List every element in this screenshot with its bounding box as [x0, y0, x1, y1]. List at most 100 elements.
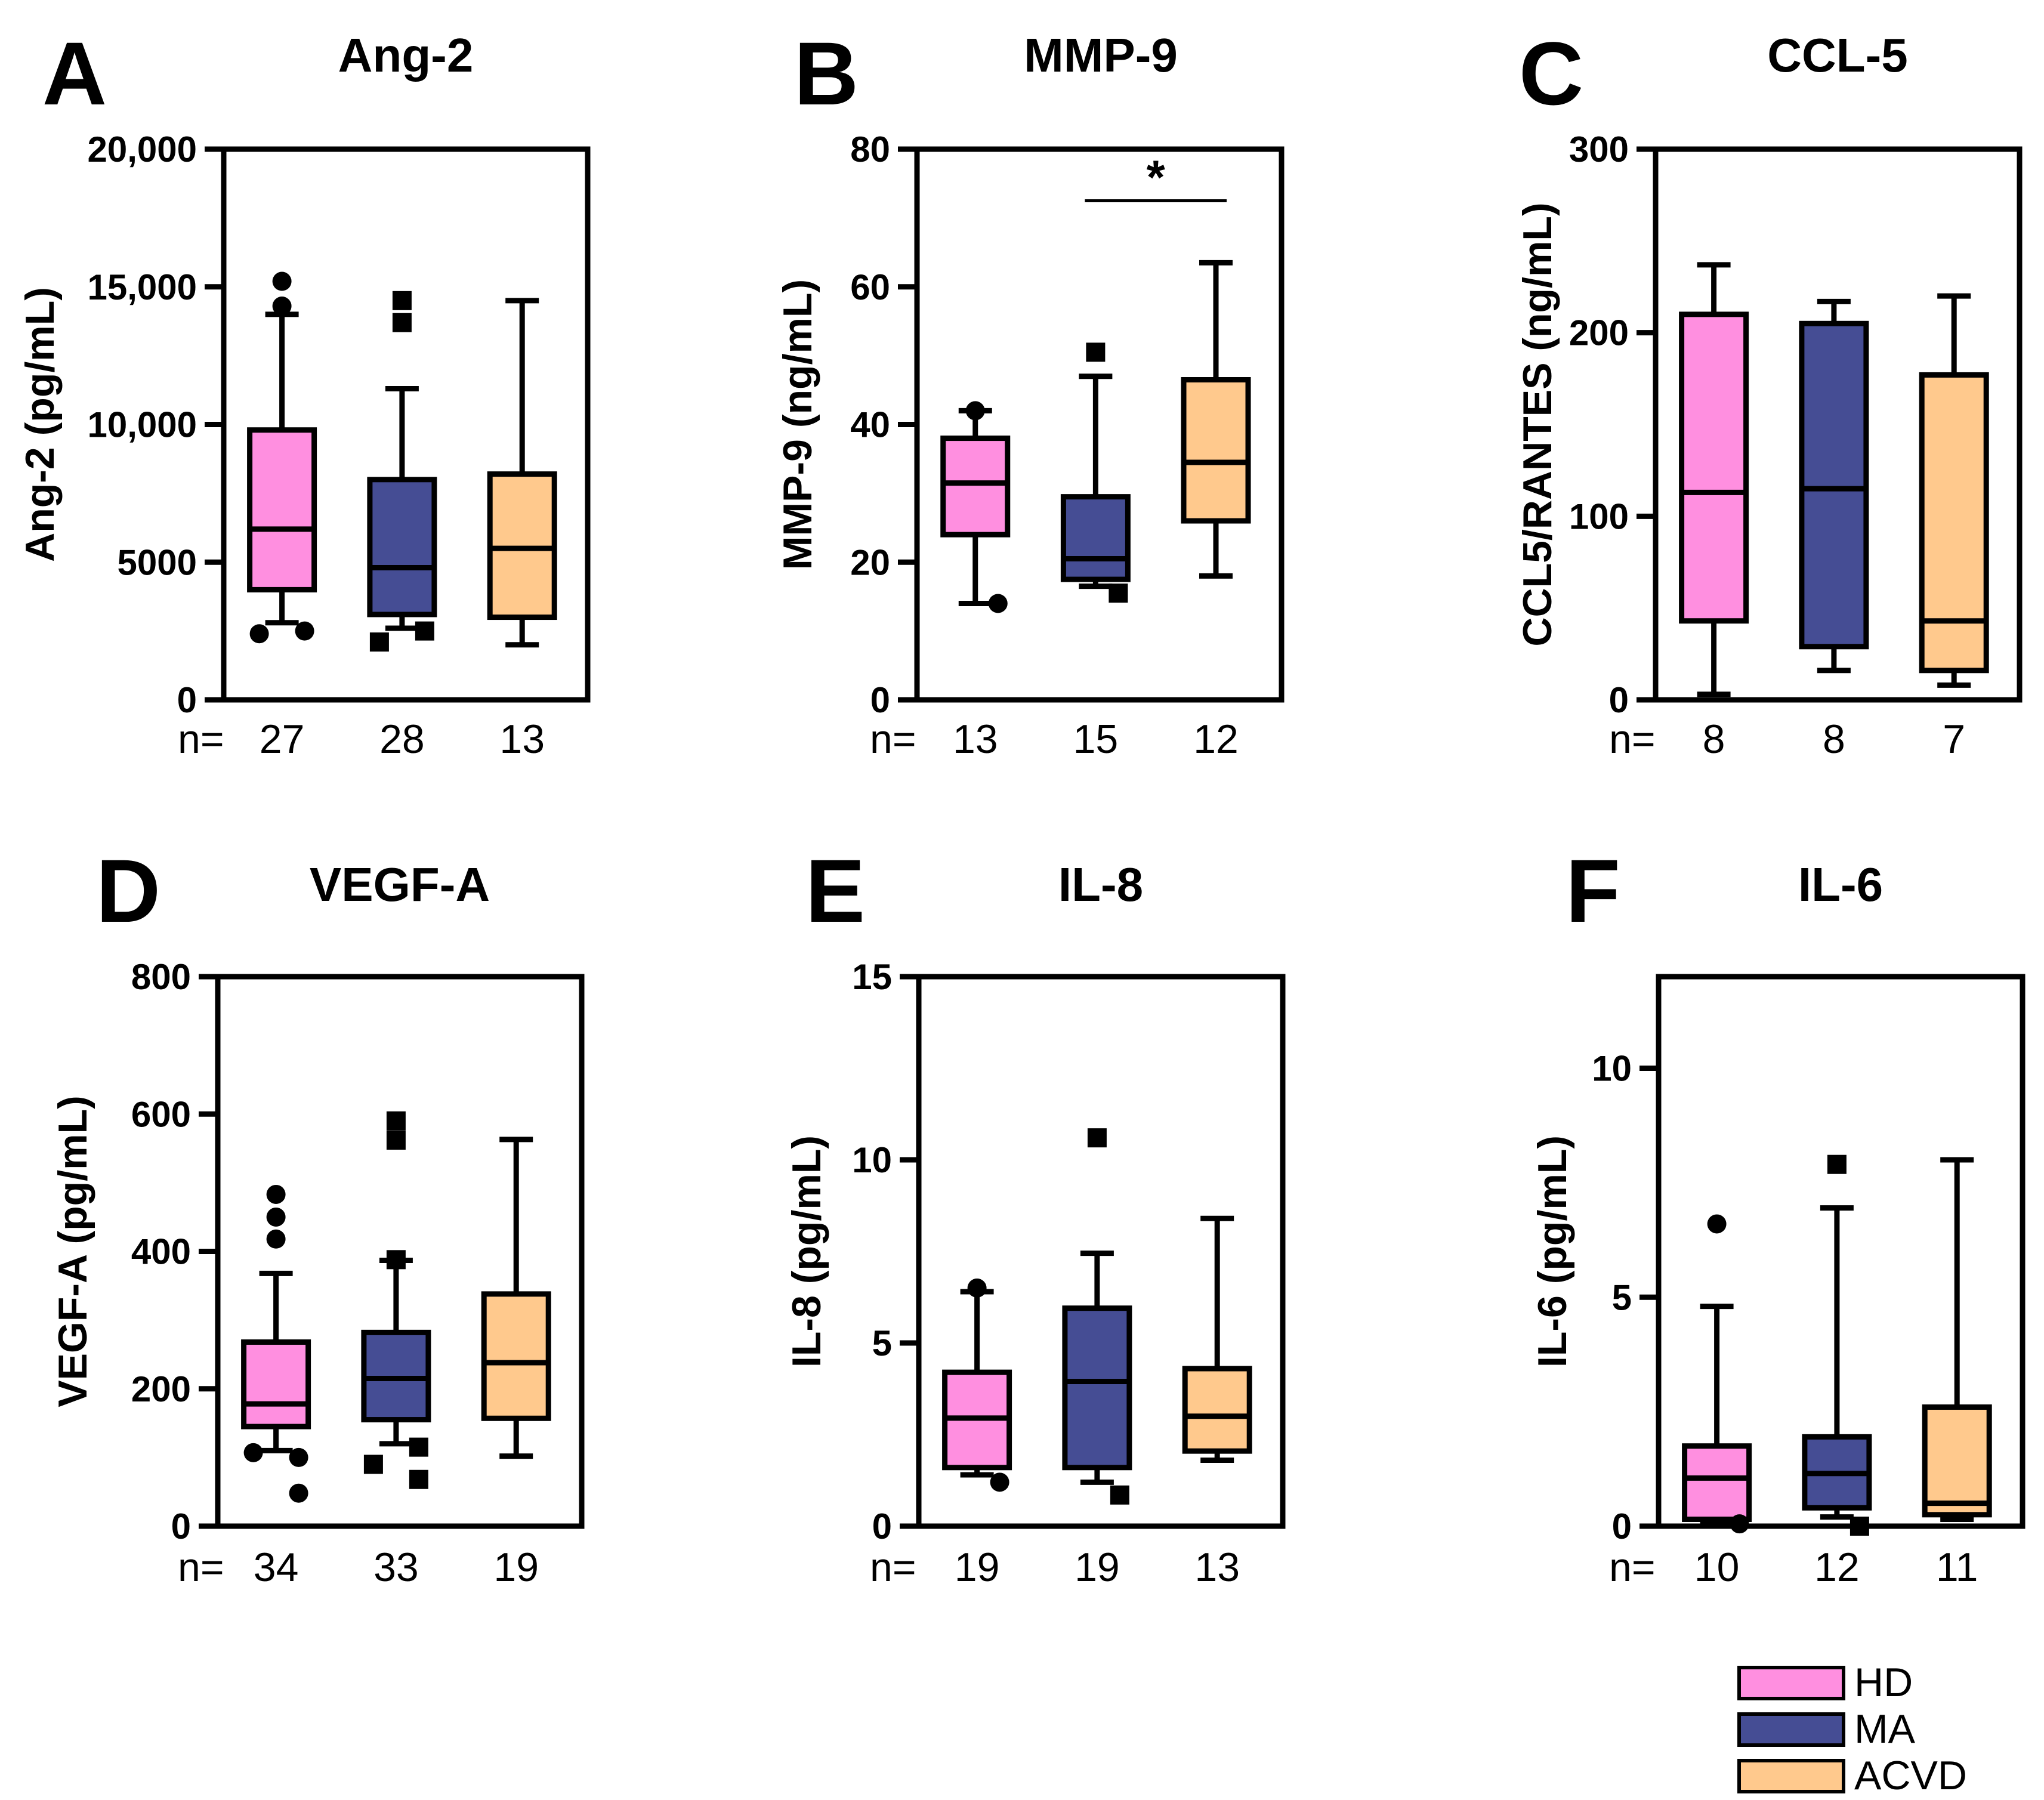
n-prefix: n=	[178, 717, 224, 762]
n-count: 28	[379, 717, 425, 762]
outlier-point	[409, 1469, 428, 1489]
outlier-point	[249, 624, 269, 644]
box-ma	[1060, 342, 1131, 603]
n-count: 19	[955, 1545, 1000, 1590]
outlier-point	[272, 271, 292, 291]
box-acvd	[487, 298, 557, 648]
outlier-point	[415, 621, 434, 641]
box-hd	[1682, 1214, 1752, 1534]
n-count: 7	[1943, 717, 1965, 762]
box-hd	[247, 271, 317, 644]
outlier-point	[392, 291, 412, 310]
box-ma	[1799, 298, 1869, 674]
y-axis-label: VEGF-A (pg/mL)	[50, 1095, 95, 1407]
iqr-box	[1062, 1305, 1132, 1471]
outlier-point	[289, 1483, 308, 1503]
panel-e: E IL-8 0 5 10 15 IL-8 (pg/mL) 19 19 13 n=	[784, 841, 1286, 1590]
iqr-box	[1060, 494, 1131, 582]
outlier-point	[386, 1250, 406, 1270]
box-hd	[241, 1184, 311, 1503]
box-acvd	[1181, 260, 1251, 579]
panel-label: D	[96, 841, 160, 941]
y-tick-label: 100	[1569, 496, 1629, 536]
n-prefix: n=	[178, 1545, 224, 1590]
outlier-point	[1827, 1154, 1847, 1174]
y-tick-label: 0	[872, 1506, 892, 1546]
outlier-point	[988, 594, 1008, 613]
box-hd	[940, 401, 1011, 613]
n-count: 19	[493, 1545, 539, 1590]
y-tick-label: 400	[131, 1232, 191, 1272]
iqr-box	[940, 436, 1011, 538]
outlier-point	[266, 1229, 286, 1249]
iqr-box	[1181, 377, 1251, 524]
y-tick-label: 0	[1612, 1506, 1632, 1546]
panel-label: E	[805, 841, 865, 941]
plot-frame	[1656, 974, 2026, 1529]
outlier-point	[392, 313, 412, 332]
outlier-point	[386, 1130, 406, 1150]
box-ma	[361, 1111, 431, 1489]
panel-d: D VEGF-A 0 200 400 600 800 VEGF-A (pg/mL) 34 33 19…	[50, 841, 585, 1590]
n-count: 13	[499, 717, 545, 762]
y-tick-label: 40	[850, 405, 890, 445]
box-hd	[942, 1278, 1012, 1492]
box-ma	[367, 291, 437, 652]
n-count: 12	[1193, 717, 1239, 762]
panel-title: IL-8	[1058, 858, 1143, 911]
box-acvd	[481, 1137, 551, 1459]
outlier-point	[965, 401, 985, 421]
outlier-point	[289, 1447, 308, 1467]
outlier-point	[1109, 583, 1128, 603]
panel-a: A Ang-2 0 5000 10,000 15,000 20,000 Ang-2 (pg/m…	[17, 23, 591, 762]
outlier-point	[369, 632, 389, 652]
outlier-point	[295, 621, 314, 641]
panel-label: B	[794, 23, 859, 124]
outlier-point	[272, 297, 292, 316]
iqr-box	[487, 471, 557, 620]
n-count: 33	[373, 1545, 419, 1590]
y-tick-label: 10,000	[87, 405, 197, 445]
panel-label: F	[1566, 841, 1620, 941]
panel-f: F IL-6 0 5 10 IL-6 (pg/mL) 10 12 11 n=	[1530, 841, 2026, 1590]
box-ma	[1802, 1154, 1872, 1536]
y-tick-label: 300	[1569, 129, 1629, 169]
iqr-box	[1682, 1443, 1752, 1522]
iqr-box	[1922, 1404, 1992, 1518]
n-count: 11	[1936, 1545, 1978, 1590]
n-count: 19	[1075, 1545, 1120, 1590]
outlier-point	[990, 1472, 1009, 1492]
y-tick-label: 10	[1592, 1049, 1632, 1089]
outlier-point	[409, 1437, 428, 1457]
y-tick-label: 15,000	[87, 267, 197, 307]
legend-label-acvd: ACVD	[1854, 1753, 1967, 1798]
n-prefix: n=	[1609, 717, 1656, 762]
y-tick-label: 80	[850, 129, 890, 169]
outlier-point	[266, 1207, 286, 1227]
n-count: 12	[1814, 1545, 1860, 1590]
n-prefix: n=	[1609, 1545, 1656, 1590]
y-tick-label: 800	[131, 957, 191, 997]
y-axis-label: IL-8 (pg/mL)	[784, 1135, 829, 1367]
iqr-box	[1799, 320, 1869, 650]
y-tick-label: 0	[177, 680, 197, 720]
panel-title: VEGF-A	[310, 858, 490, 911]
n-count: 13	[1194, 1545, 1240, 1590]
outlier-point	[1087, 1128, 1107, 1148]
panel-title: CCL-5	[1767, 29, 1908, 82]
panel-label: A	[42, 23, 107, 124]
outlier-point	[1730, 1514, 1749, 1534]
legend-swatch-hd	[1737, 1666, 1845, 1700]
y-tick-label: 60	[850, 267, 890, 307]
n-count: 27	[260, 717, 305, 762]
iqr-box	[481, 1291, 551, 1421]
y-tick-label: 15	[852, 957, 892, 997]
legend-swatch-ma	[1737, 1712, 1845, 1747]
y-tick-label: 0	[171, 1506, 191, 1546]
panel-title: Ang-2	[338, 29, 474, 82]
y-axis-label: Ang-2 (pg/mL)	[17, 287, 63, 562]
iqr-box	[241, 1339, 311, 1429]
y-tick-label: 200	[131, 1369, 191, 1409]
